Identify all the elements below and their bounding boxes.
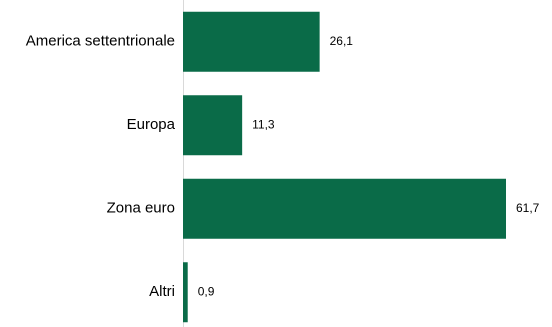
bar-zona-euro — [183, 178, 506, 239]
bars-group — [183, 11, 506, 323]
bar-america-settentrionale — [183, 11, 320, 72]
bar-altri — [183, 262, 188, 323]
value-label-europa: 11,3 — [252, 117, 275, 131]
category-label-zona-euro: Zona euro — [107, 200, 175, 217]
category-label-europa: Europa — [127, 116, 176, 133]
bar-europa — [183, 95, 243, 156]
category-label-america-settentrionale: America settentrionale — [26, 33, 175, 50]
value-label-altri: 0,9 — [198, 284, 215, 298]
value-label-america-settentrionale: 26,1 — [330, 34, 354, 48]
category-label-altri: Altri — [149, 283, 175, 300]
labels-group: America settentrionale 26,1 Europa 11,3 Zona… — [26, 33, 540, 301]
value-label-zona-euro: 61,7 — [516, 201, 540, 215]
